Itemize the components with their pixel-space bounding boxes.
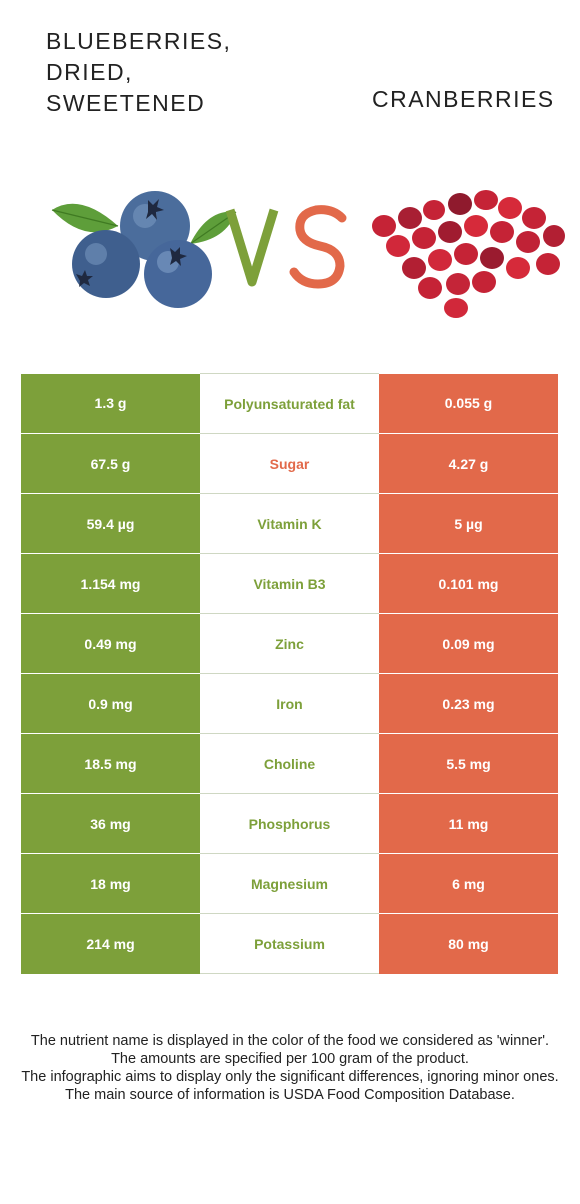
right-value: 5.5 mg: [379, 733, 558, 794]
left-value: 36 mg: [21, 793, 200, 854]
left-value: 18 mg: [21, 853, 200, 914]
table-row: 18.5 mg Choline 5.5 mg: [21, 733, 558, 794]
right-value: 0.101 mg: [379, 553, 558, 614]
nutrient-comparison-table: 1.3 g Polyunsaturated fat 0.055 g 67.5 g Sug…: [21, 373, 558, 974]
right-value: 0.055 g: [379, 373, 558, 434]
table-row: 1.3 g Polyunsaturated fat 0.055 g: [21, 373, 558, 434]
table-row: 0.9 mg Iron 0.23 mg: [21, 673, 558, 734]
right-value: 80 mg: [379, 913, 558, 974]
right-value: 0.09 mg: [379, 613, 558, 674]
left-value: 59.4 µg: [21, 493, 200, 554]
table-row: 18 mg Magnesium 6 mg: [21, 853, 558, 914]
left-value: 1.154 mg: [21, 553, 200, 614]
nutrient-name: Magnesium: [200, 853, 379, 914]
table-row: 214 mg Potassium 80 mg: [21, 913, 558, 974]
table-row: 0.49 mg Zinc 0.09 mg: [21, 613, 558, 674]
nutrient-name: Vitamin K: [200, 493, 379, 554]
nutrient-name: Polyunsaturated fat: [200, 373, 379, 434]
vs-label: [225, 205, 347, 289]
footer-note: The infographic aims to display only the…: [21, 1069, 559, 1085]
right-value: 0.23 mg: [379, 673, 558, 734]
nutrient-name: Iron: [200, 673, 379, 734]
nutrient-name: Sugar: [200, 433, 379, 494]
right-value: 11 mg: [379, 793, 558, 854]
right-value: 4.27 g: [379, 433, 558, 494]
footer-note: The nutrient name is displayed in the co…: [30, 1033, 550, 1049]
left-value: 214 mg: [21, 913, 200, 974]
footer-note: The main source of information is USDA F…: [65, 1087, 515, 1103]
left-value: 0.49 mg: [21, 613, 200, 674]
nutrient-name: Potassium: [200, 913, 379, 974]
right-value: 5 µg: [379, 493, 558, 554]
right-value: 6 mg: [379, 853, 558, 914]
cranberries-image: [372, 190, 565, 318]
nutrient-name: Vitamin B3: [200, 553, 379, 614]
table-row: 1.154 mg Vitamin B3 0.101 mg: [21, 553, 558, 614]
nutrient-name: Choline: [200, 733, 379, 794]
left-value: 67.5 g: [21, 433, 200, 494]
table-row: 67.5 g Sugar 4.27 g: [21, 433, 558, 494]
left-food-title: Blueberries, dried, sweetened: [46, 28, 232, 116]
nutrient-name: Phosphorus: [200, 793, 379, 854]
left-value: 18.5 mg: [21, 733, 200, 794]
left-value: 1.3 g: [21, 373, 200, 434]
left-value: 0.9 mg: [21, 673, 200, 734]
table-row: 36 mg Phosphorus 11 mg: [21, 793, 558, 854]
nutrient-name: Zinc: [200, 613, 379, 674]
blueberries-image: [51, 191, 237, 308]
right-food-title: Cranberries: [372, 86, 555, 112]
footer-notes: The nutrient name is displayed in the co…: [18, 1032, 562, 1104]
footer-note: The amounts are specified per 100 gram o…: [111, 1051, 469, 1067]
